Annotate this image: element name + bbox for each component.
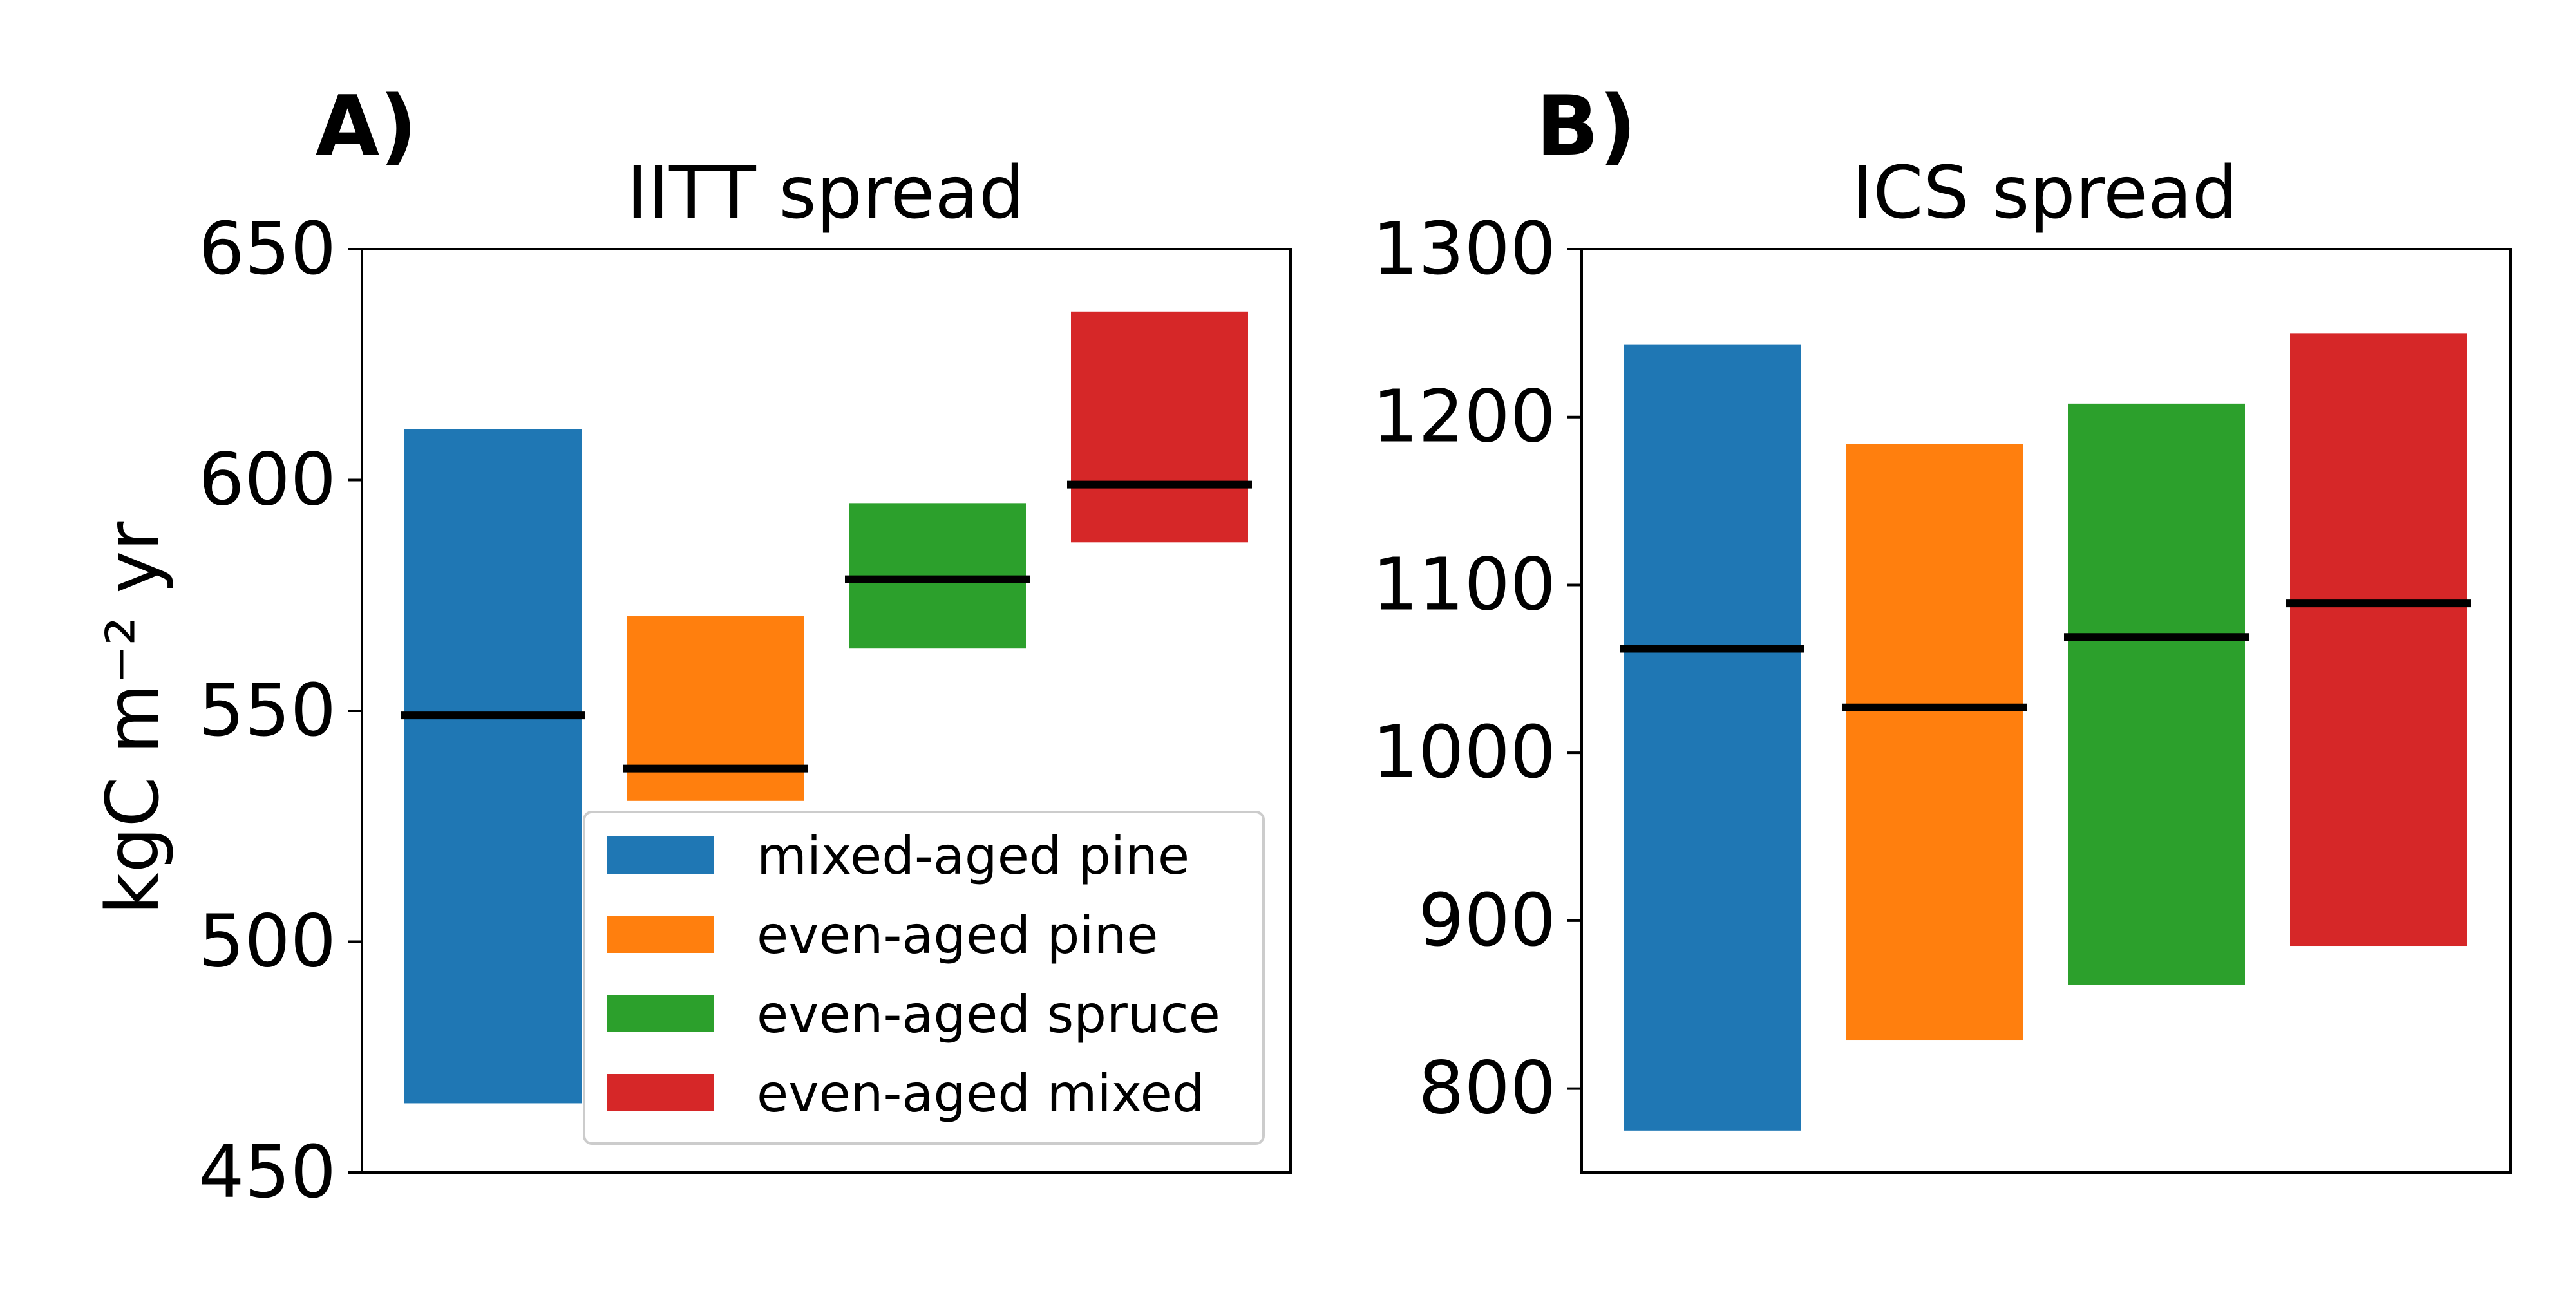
ytick-label-a-550: 550 <box>198 669 336 753</box>
ytick-label-b-900: 900 <box>1418 879 1556 963</box>
bar-a-even-aged-mixed <box>1071 311 1248 543</box>
ytick-label-b-1200: 1200 <box>1372 375 1556 459</box>
legend-label-mixed-aged-pine: mixed-aged pine <box>757 826 1189 886</box>
ytick-label-a-500: 500 <box>198 900 336 984</box>
panel-a-label: A) <box>316 79 417 174</box>
panel-a-frame <box>361 248 1292 1174</box>
ytick-label-b-1300: 1300 <box>1372 207 1556 291</box>
panel-a-bars <box>401 311 1252 1104</box>
ytick-label-b-1000: 1000 <box>1372 711 1556 795</box>
bar-b-even-aged-pine <box>1846 444 2023 1041</box>
legend-label-even-aged-pine: even-aged pine <box>757 905 1159 965</box>
bar-b-mixed-aged-pine <box>1624 344 1801 1131</box>
ytick-label-a-450: 450 <box>198 1131 336 1214</box>
legend-swatch-even-aged-mixed <box>607 1074 714 1111</box>
ytick-label-b-800: 800 <box>1418 1047 1556 1131</box>
legend-swatch-even-aged-spruce <box>607 995 714 1032</box>
panel-b-y-axis: 800 900 1000 1100 1200 1300 <box>1372 207 1582 1131</box>
panel-b-frame <box>1580 248 2512 1174</box>
bar-b-even-aged-spruce <box>2068 403 2245 985</box>
legend-entry-mixed-aged-pine: mixed-aged pine <box>607 826 1189 886</box>
panel-a-y-axis: 450 500 550 600 650 <box>198 207 362 1214</box>
legend-swatch-even-aged-pine <box>607 916 714 953</box>
panel-b-title: ICS spread <box>1852 151 2238 235</box>
bar-a-even-aged-pine <box>627 616 804 801</box>
legend-swatch-mixed-aged-pine <box>607 836 714 874</box>
legend-entry-even-aged-spruce: even-aged spruce <box>607 985 1220 1044</box>
panel-b-bars <box>1620 333 2471 1131</box>
panel-a: A) IITT spread kgC m⁻² yr 450 500 550 600 65… <box>91 79 1292 1214</box>
ytick-label-a-650: 650 <box>198 207 336 291</box>
legend-label-even-aged-spruce: even-aged spruce <box>757 985 1220 1044</box>
bar-b-even-aged-mixed <box>2290 333 2467 947</box>
legend-frame <box>583 811 1265 1145</box>
panel-b: B) ICS spread 800 900 1000 1100 1200 1300 <box>1372 79 2512 1174</box>
panel-b-label: B) <box>1536 79 1636 174</box>
panel-a-ylabel: kgC m⁻² yr <box>91 521 175 915</box>
panel-a-title: IITT spread <box>627 151 1025 235</box>
legend: mixed-aged pine even-aged pine even-aged… <box>583 811 1265 1145</box>
legend-entry-even-aged-pine: even-aged pine <box>607 905 1159 965</box>
legend-entry-even-aged-mixed: even-aged mixed <box>607 1064 1205 1124</box>
bar-a-mixed-aged-pine <box>404 429 582 1104</box>
ytick-label-a-600: 600 <box>198 438 336 522</box>
legend-label-even-aged-mixed: even-aged mixed <box>757 1064 1205 1124</box>
ytick-label-b-1100: 1100 <box>1372 543 1556 627</box>
